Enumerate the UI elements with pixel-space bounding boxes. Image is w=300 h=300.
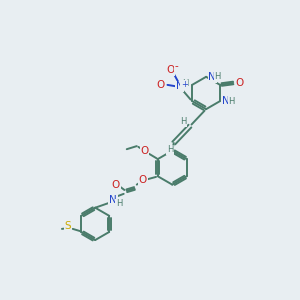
Text: O: O [156, 80, 165, 90]
Text: N: N [176, 81, 184, 92]
Text: +: + [181, 80, 188, 89]
Text: H: H [182, 79, 188, 88]
Text: O: O [235, 78, 244, 88]
Text: H: H [214, 72, 221, 81]
Text: H: H [167, 146, 173, 154]
Text: O: O [140, 146, 148, 156]
Text: O: O [167, 65, 175, 75]
Text: O: O [139, 175, 147, 185]
Text: H: H [116, 200, 122, 208]
Text: N: N [222, 96, 230, 106]
Text: H: H [229, 97, 235, 106]
Text: S: S [65, 221, 71, 231]
Text: N: N [109, 195, 117, 205]
Text: N: N [208, 72, 216, 82]
Text: H: H [180, 117, 186, 126]
Text: O: O [112, 180, 120, 190]
Text: -: - [175, 61, 178, 70]
